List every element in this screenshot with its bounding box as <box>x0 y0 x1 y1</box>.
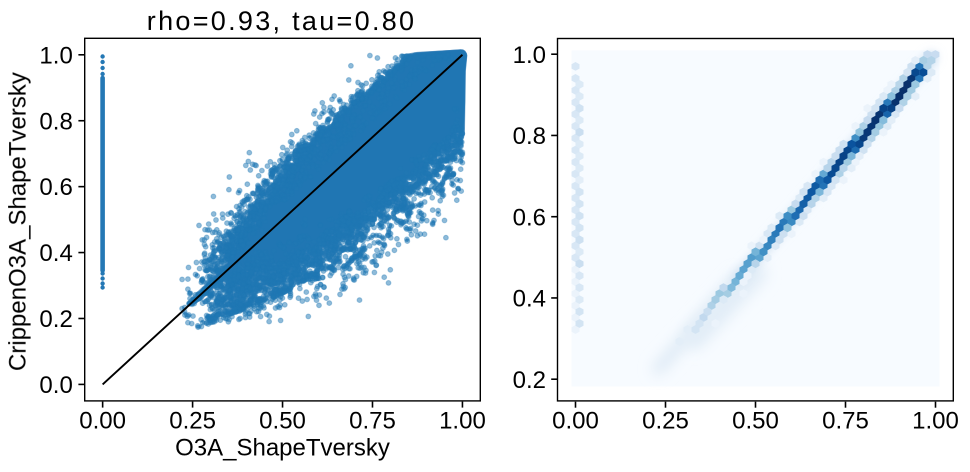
svg-text:0.6: 0.6 <box>39 174 72 201</box>
svg-text:0.75: 0.75 <box>349 407 396 434</box>
svg-text:0.50: 0.50 <box>259 407 306 434</box>
svg-text:0.4: 0.4 <box>39 240 72 267</box>
svg-text:1.0: 1.0 <box>513 42 546 69</box>
svg-text:0.00: 0.00 <box>79 407 126 434</box>
svg-text:0.8: 0.8 <box>513 123 546 150</box>
svg-text:0.00: 0.00 <box>552 407 599 434</box>
svg-text:rho=0.93, tau=0.80: rho=0.93, tau=0.80 <box>147 6 417 36</box>
svg-text:1.0: 1.0 <box>39 42 72 69</box>
svg-text:O3A_ShapeTversky: O3A_ShapeTversky <box>175 435 390 462</box>
svg-text:1.00: 1.00 <box>912 407 959 434</box>
svg-text:0.2: 0.2 <box>39 306 72 333</box>
svg-text:0.75: 0.75 <box>822 407 869 434</box>
svg-text:0.6: 0.6 <box>513 204 546 231</box>
svg-text:0.25: 0.25 <box>642 407 689 434</box>
svg-text:0.25: 0.25 <box>169 407 216 434</box>
svg-text:CrippenO3A_ShapeTversky: CrippenO3A_ShapeTversky <box>5 72 32 371</box>
svg-text:0.0: 0.0 <box>39 372 72 399</box>
svg-text:1.00: 1.00 <box>439 407 486 434</box>
svg-text:0.4: 0.4 <box>513 286 546 313</box>
svg-text:0.2: 0.2 <box>513 367 546 394</box>
svg-text:0.8: 0.8 <box>39 108 72 135</box>
svg-text:0.50: 0.50 <box>732 407 779 434</box>
